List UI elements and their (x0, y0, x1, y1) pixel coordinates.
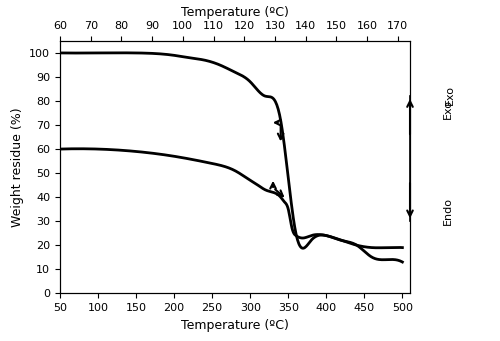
Y-axis label: Weight residue (%): Weight residue (%) (10, 107, 24, 227)
X-axis label: Temperature (ºC): Temperature (ºC) (181, 6, 289, 19)
X-axis label: Temperature (ºC): Temperature (ºC) (181, 318, 289, 331)
Text: Exo: Exo (442, 99, 452, 119)
Text: Endo: Endo (442, 197, 452, 225)
Text: Exo: Exo (445, 86, 455, 105)
